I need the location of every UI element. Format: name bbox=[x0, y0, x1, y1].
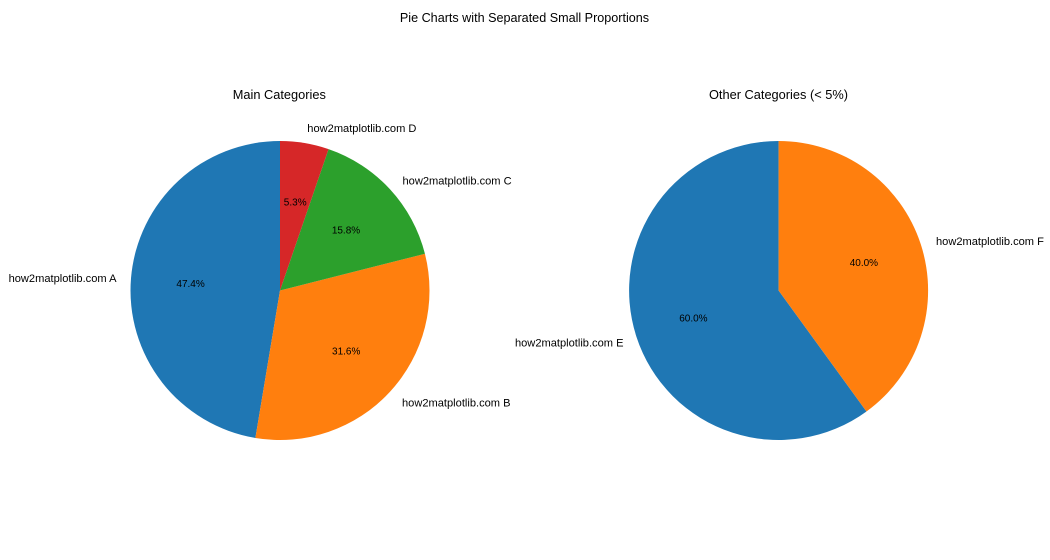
svg-text:how2matplotlib.com E: how2matplotlib.com E bbox=[515, 337, 624, 349]
svg-text:15.8%: 15.8% bbox=[332, 226, 360, 237]
svg-text:how2matplotlib.com F: how2matplotlib.com F bbox=[936, 236, 1044, 248]
svg-text:Other Categories (< 5%): Other Categories (< 5%) bbox=[709, 87, 848, 102]
svg-text:how2matplotlib.com A: how2matplotlib.com A bbox=[9, 273, 118, 285]
svg-text:47.4%: 47.4% bbox=[176, 279, 204, 290]
svg-text:5.3%: 5.3% bbox=[284, 197, 307, 208]
svg-text:60.0%: 60.0% bbox=[679, 314, 707, 325]
svg-text:31.6%: 31.6% bbox=[332, 347, 360, 358]
svg-text:how2matplotlib.com B: how2matplotlib.com B bbox=[402, 398, 511, 410]
svg-text:how2matplotlib.com D: how2matplotlib.com D bbox=[307, 123, 416, 135]
svg-text:how2matplotlib.com C: how2matplotlib.com C bbox=[403, 176, 512, 188]
svg-text:40.0%: 40.0% bbox=[850, 258, 878, 269]
svg-text:Main Categories: Main Categories bbox=[233, 87, 326, 102]
svg-text:Pie Charts with Separated Smal: Pie Charts with Separated Small Proporti… bbox=[400, 11, 649, 25]
